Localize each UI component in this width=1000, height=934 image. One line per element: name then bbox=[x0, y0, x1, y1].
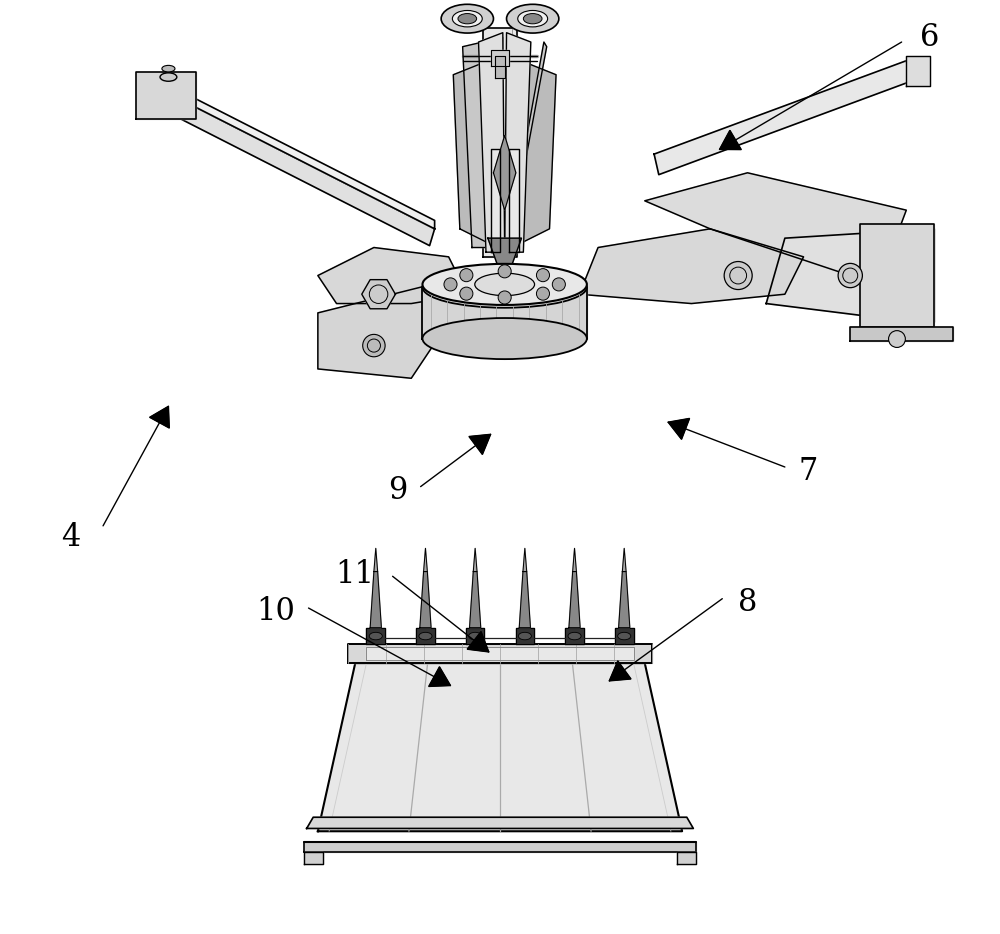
Polygon shape bbox=[318, 663, 682, 831]
Polygon shape bbox=[609, 661, 631, 681]
Polygon shape bbox=[348, 644, 652, 663]
Polygon shape bbox=[509, 56, 556, 248]
Ellipse shape bbox=[162, 65, 175, 72]
Text: 8: 8 bbox=[738, 587, 757, 618]
Ellipse shape bbox=[518, 632, 531, 640]
Polygon shape bbox=[178, 90, 435, 229]
Polygon shape bbox=[573, 548, 576, 572]
Polygon shape bbox=[307, 817, 693, 828]
Polygon shape bbox=[469, 434, 491, 455]
Ellipse shape bbox=[441, 5, 493, 33]
Polygon shape bbox=[565, 628, 584, 644]
Polygon shape bbox=[366, 628, 385, 644]
Polygon shape bbox=[491, 50, 509, 66]
Ellipse shape bbox=[422, 267, 587, 308]
Ellipse shape bbox=[507, 5, 559, 33]
Polygon shape bbox=[491, 149, 500, 252]
Polygon shape bbox=[318, 285, 449, 378]
Polygon shape bbox=[318, 248, 467, 304]
Polygon shape bbox=[719, 131, 741, 149]
Circle shape bbox=[536, 269, 550, 282]
Polygon shape bbox=[850, 327, 953, 341]
Circle shape bbox=[838, 263, 862, 288]
Polygon shape bbox=[479, 33, 505, 252]
Polygon shape bbox=[470, 572, 481, 628]
Polygon shape bbox=[668, 418, 690, 439]
Text: 9: 9 bbox=[388, 474, 407, 506]
Polygon shape bbox=[906, 56, 930, 86]
Text: 4: 4 bbox=[61, 521, 80, 553]
Circle shape bbox=[363, 334, 385, 357]
Circle shape bbox=[498, 291, 511, 304]
Polygon shape bbox=[304, 842, 696, 852]
Polygon shape bbox=[766, 229, 934, 322]
Polygon shape bbox=[150, 406, 169, 428]
Polygon shape bbox=[615, 628, 634, 644]
Ellipse shape bbox=[452, 10, 482, 27]
Polygon shape bbox=[370, 572, 381, 628]
Circle shape bbox=[444, 278, 457, 291]
Polygon shape bbox=[429, 667, 450, 686]
Ellipse shape bbox=[369, 632, 382, 640]
Text: 11: 11 bbox=[336, 559, 375, 590]
Polygon shape bbox=[483, 28, 517, 257]
Polygon shape bbox=[488, 238, 521, 285]
Polygon shape bbox=[422, 288, 587, 339]
Polygon shape bbox=[645, 173, 906, 285]
Polygon shape bbox=[505, 33, 531, 252]
Polygon shape bbox=[619, 572, 630, 628]
Polygon shape bbox=[516, 628, 534, 644]
Circle shape bbox=[498, 265, 511, 278]
Circle shape bbox=[460, 287, 473, 300]
Polygon shape bbox=[136, 72, 196, 119]
Text: 10: 10 bbox=[256, 596, 295, 628]
Polygon shape bbox=[467, 631, 489, 652]
Ellipse shape bbox=[568, 632, 581, 640]
Polygon shape bbox=[463, 37, 503, 248]
Polygon shape bbox=[374, 548, 378, 572]
Ellipse shape bbox=[523, 14, 542, 23]
Circle shape bbox=[536, 287, 550, 300]
Polygon shape bbox=[579, 229, 804, 304]
Polygon shape bbox=[677, 852, 696, 864]
Polygon shape bbox=[473, 548, 477, 572]
Polygon shape bbox=[507, 42, 547, 248]
Polygon shape bbox=[416, 628, 435, 644]
Ellipse shape bbox=[160, 73, 177, 81]
Circle shape bbox=[552, 278, 565, 291]
Polygon shape bbox=[622, 548, 626, 572]
Polygon shape bbox=[362, 279, 395, 309]
Polygon shape bbox=[173, 98, 435, 246]
Polygon shape bbox=[304, 852, 323, 864]
Polygon shape bbox=[509, 149, 519, 252]
Polygon shape bbox=[519, 572, 530, 628]
Ellipse shape bbox=[469, 632, 482, 640]
Polygon shape bbox=[366, 647, 634, 660]
Polygon shape bbox=[495, 56, 505, 78]
Circle shape bbox=[724, 262, 752, 290]
Ellipse shape bbox=[422, 318, 587, 360]
Ellipse shape bbox=[422, 264, 587, 305]
Ellipse shape bbox=[458, 14, 477, 23]
Ellipse shape bbox=[475, 274, 535, 296]
Polygon shape bbox=[466, 628, 484, 644]
Ellipse shape bbox=[518, 10, 548, 27]
Polygon shape bbox=[860, 224, 934, 327]
Polygon shape bbox=[523, 548, 527, 572]
Circle shape bbox=[889, 331, 905, 347]
Text: 7: 7 bbox=[799, 456, 818, 488]
Ellipse shape bbox=[419, 632, 432, 640]
Circle shape bbox=[460, 269, 473, 282]
Polygon shape bbox=[654, 61, 911, 175]
Polygon shape bbox=[420, 572, 431, 628]
Ellipse shape bbox=[618, 632, 631, 640]
Polygon shape bbox=[493, 135, 516, 210]
Polygon shape bbox=[453, 56, 500, 248]
Polygon shape bbox=[569, 572, 580, 628]
Polygon shape bbox=[424, 548, 427, 572]
Text: 6: 6 bbox=[920, 21, 939, 53]
